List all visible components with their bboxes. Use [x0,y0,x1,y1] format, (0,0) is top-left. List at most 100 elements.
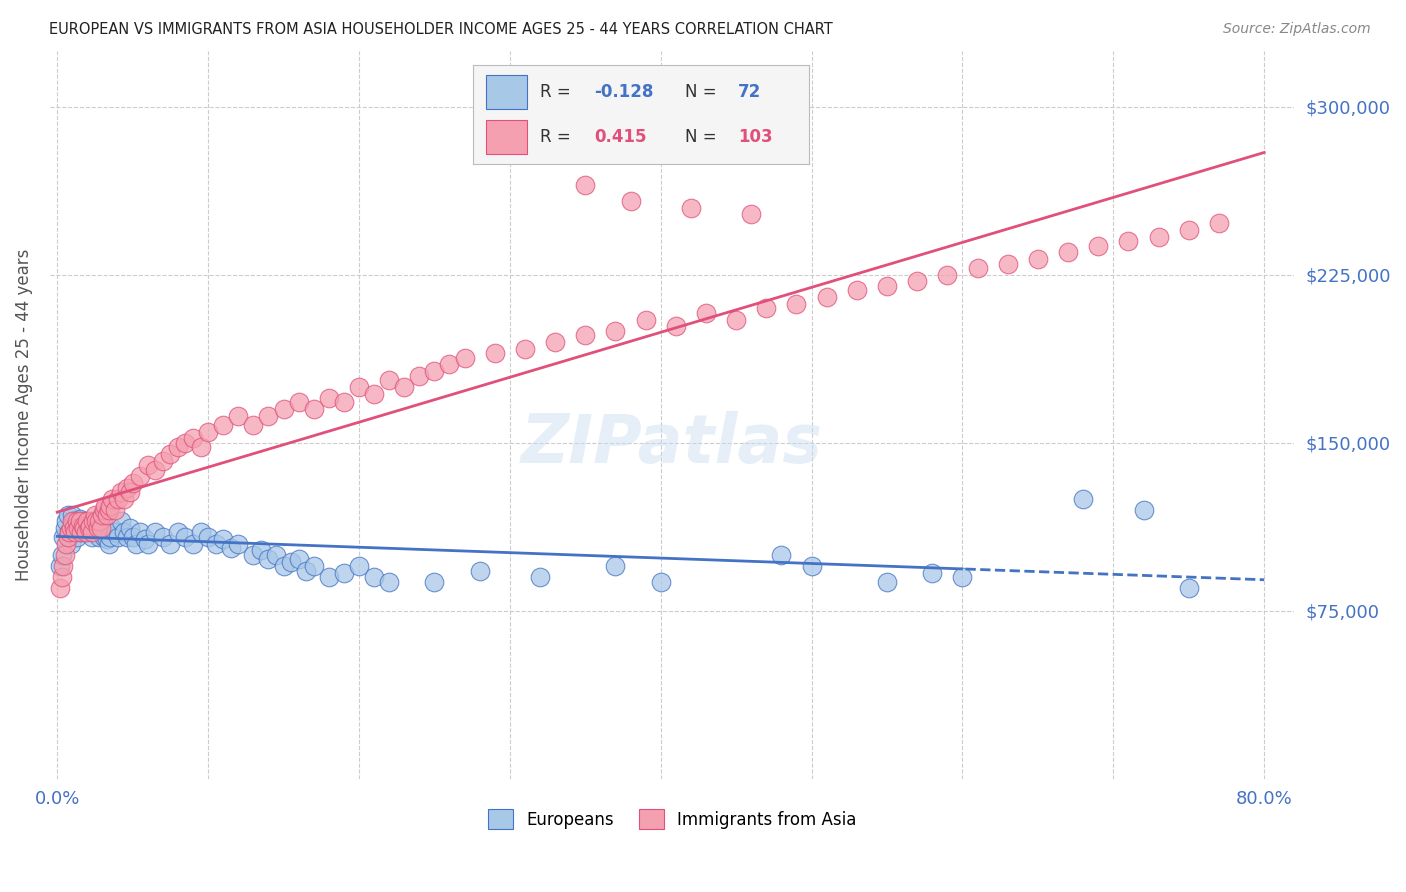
Point [143,463,166,477]
Point [118,485,141,500]
Point [89,530,111,544]
Point [347,559,370,574]
Point [96,532,118,546]
Point [60,514,83,528]
Point [65,518,87,533]
Point [121,476,143,491]
Point [73,521,96,535]
Point [110,514,132,528]
Point [318,391,340,405]
Point [257,409,280,423]
Point [634,312,657,326]
Point [115,530,138,544]
Point [665,319,688,334]
Point [725,312,748,326]
Point [112,491,135,506]
Point [59,536,82,550]
Point [56,530,79,544]
Point [544,334,567,349]
Point [100,491,122,506]
Point [53,521,76,535]
Point [952,570,974,584]
Point [77,521,100,535]
Point [49,582,72,596]
Point [86,514,108,528]
Point [134,532,156,546]
Point [136,536,159,550]
Point [204,536,226,550]
Point [605,324,627,338]
Point [190,525,212,540]
Point [1071,491,1094,506]
Point [740,207,762,221]
Point [1087,238,1109,252]
Point [93,530,115,544]
Point [69,514,91,528]
Point [76,514,98,528]
Point [815,290,838,304]
Point [65,525,87,540]
Point [118,521,141,535]
Point [152,454,174,468]
Point [174,435,197,450]
Point [333,566,356,580]
Point [1208,216,1230,230]
Point [87,521,110,535]
Point [84,514,107,528]
Point [423,574,446,589]
Point [212,417,235,432]
Point [98,530,121,544]
Point [845,284,868,298]
Point [73,521,96,535]
Point [70,525,93,540]
Point [174,530,197,544]
Point [197,530,219,544]
Point [143,525,166,540]
Point [107,491,129,506]
Point [129,525,152,540]
Point [60,508,83,522]
Point [75,525,97,540]
Point [56,508,79,522]
Point [786,297,808,311]
Point [273,402,295,417]
Point [1147,229,1170,244]
Point [79,525,101,540]
Point [605,559,627,574]
Point [97,503,120,517]
Point [86,525,108,540]
Point [97,536,120,550]
Point [181,536,204,550]
Text: Source: ZipAtlas.com: Source: ZipAtlas.com [1223,22,1371,37]
Point [103,525,125,540]
Point [619,194,641,208]
Point [574,328,596,343]
Point [93,503,115,517]
Point [212,532,235,546]
Point [273,559,295,574]
Point [439,358,461,372]
Point [69,512,91,526]
Point [121,530,143,544]
Point [1178,582,1201,596]
Point [921,566,943,580]
Point [190,440,212,454]
Text: EUROPEAN VS IMMIGRANTS FROM ASIA HOUSEHOLDER INCOME AGES 25 - 44 YEARS CORRELATI: EUROPEAN VS IMMIGRANTS FROM ASIA HOUSEHO… [49,22,832,37]
Point [53,548,76,562]
Point [468,564,491,578]
Point [67,521,90,535]
Point [79,518,101,533]
Point [107,530,129,544]
Point [363,570,385,584]
Point [110,485,132,500]
Point [167,525,190,540]
Point [124,536,146,550]
Point [115,481,138,495]
Point [363,386,385,401]
Point [295,564,318,578]
Point [242,548,264,562]
Point [112,525,135,540]
Point [347,380,370,394]
Point [82,521,104,535]
Point [66,514,89,528]
